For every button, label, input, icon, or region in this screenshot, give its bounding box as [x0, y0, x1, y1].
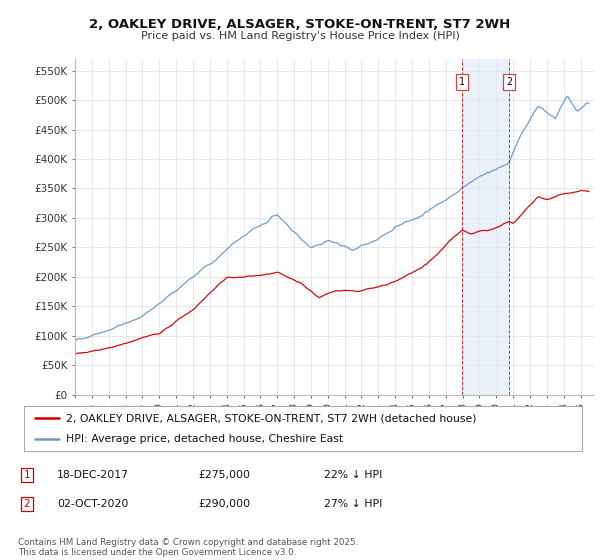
Text: 2: 2 — [23, 499, 31, 509]
Text: 1: 1 — [23, 470, 31, 480]
Text: £275,000: £275,000 — [198, 470, 250, 480]
Text: 2, OAKLEY DRIVE, ALSAGER, STOKE-ON-TRENT, ST7 2WH (detached house): 2, OAKLEY DRIVE, ALSAGER, STOKE-ON-TRENT… — [66, 413, 476, 423]
Bar — [462, 59, 509, 395]
Text: 27% ↓ HPI: 27% ↓ HPI — [324, 499, 382, 509]
Text: Price paid vs. HM Land Registry's House Price Index (HPI): Price paid vs. HM Land Registry's House … — [140, 31, 460, 41]
Text: 1: 1 — [459, 77, 465, 87]
Text: 02-OCT-2020: 02-OCT-2020 — [57, 499, 128, 509]
Text: 22% ↓ HPI: 22% ↓ HPI — [324, 470, 382, 480]
Text: Contains HM Land Registry data © Crown copyright and database right 2025.
This d: Contains HM Land Registry data © Crown c… — [18, 538, 358, 557]
Text: 18-DEC-2017: 18-DEC-2017 — [57, 470, 129, 480]
Text: 2: 2 — [506, 77, 512, 87]
Text: HPI: Average price, detached house, Cheshire East: HPI: Average price, detached house, Ches… — [66, 433, 343, 444]
Text: £290,000: £290,000 — [198, 499, 250, 509]
Text: 2, OAKLEY DRIVE, ALSAGER, STOKE-ON-TRENT, ST7 2WH: 2, OAKLEY DRIVE, ALSAGER, STOKE-ON-TRENT… — [89, 18, 511, 31]
